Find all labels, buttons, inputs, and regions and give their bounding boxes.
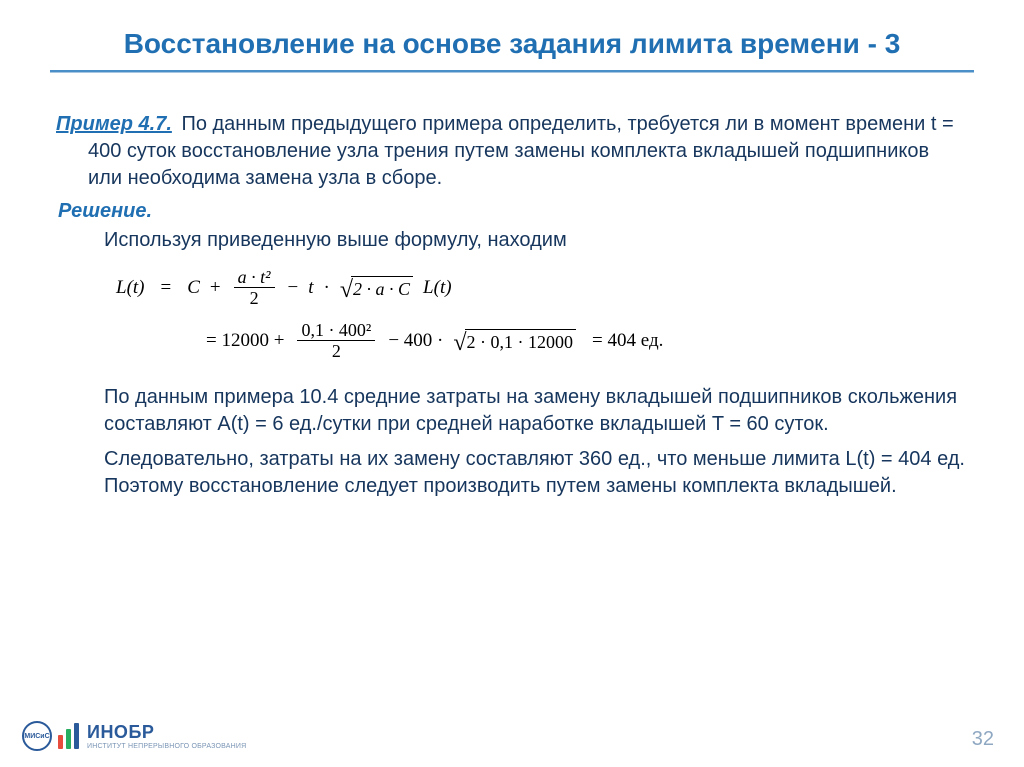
slide-title: Восстановление на основе задания лимита …	[50, 28, 974, 60]
fraction-2: 0,1 · 400² 2	[297, 321, 375, 360]
dot-sign: ·	[324, 278, 330, 297]
eq-sign: =	[161, 278, 172, 297]
sqrt-1: √ 2 · a · C	[340, 276, 413, 300]
fraction-1: a · t² 2	[234, 268, 275, 307]
title-rule	[50, 70, 974, 73]
body-content: Пример 4.7. По данным предыдущего пример…	[50, 111, 974, 500]
sqrt-2: √ 2 · 0,1 · 12000	[453, 329, 576, 353]
solution-label: Решение.	[56, 198, 968, 225]
line2-prefix: = 12000 +	[206, 331, 284, 350]
formula-block: L(t) = C + a · t² 2 − t · √ 2 · a · C L(…	[56, 268, 968, 360]
logo-bars-icon	[58, 723, 79, 749]
logo-subtitle: ИНСТИТУТ НЕПРЕРЫВНОГО ОБРАЗОВАНИЯ	[87, 743, 246, 750]
example-paragraph: Пример 4.7. По данным предыдущего пример…	[56, 111, 968, 192]
footer: МИСиС ИНОБР ИНСТИТУТ НЕПРЕРЫВНОГО ОБРАЗО…	[22, 721, 994, 751]
radicand-2: 2 · 0,1 · 12000	[465, 329, 577, 353]
formula-lhs: L(t)	[116, 278, 145, 297]
logo: МИСиС ИНОБР ИНСТИТУТ НЕПРЕРЫВНОГО ОБРАЗО…	[22, 721, 246, 751]
logo-text: ИНОБР ИНСТИТУТ НЕПРЕРЫВНОГО ОБРАЗОВАНИЯ	[87, 723, 246, 750]
radical-icon: √	[340, 278, 353, 302]
formula-line-2: = 12000 + 0,1 · 400² 2 − 400 · √ 2 · 0,1…	[116, 321, 968, 360]
formula-tail1: L(t)	[423, 278, 452, 297]
frac1-den: 2	[246, 288, 263, 307]
line2-mid: − 400 ·	[388, 331, 443, 350]
logo-mark-text: МИСиС	[24, 733, 49, 740]
example-text: По данным предыдущего примера определить…	[88, 113, 954, 189]
logo-mark-icon: МИСиС	[22, 721, 52, 751]
formula-C: C	[187, 278, 200, 297]
formula-t: t	[308, 278, 313, 297]
line2-eq: = 404 ед.	[592, 331, 663, 350]
minus-sign: −	[288, 278, 299, 297]
frac1-num: a · t²	[234, 268, 275, 288]
frac2-num: 0,1 · 400²	[297, 321, 375, 341]
formula-line-1: L(t) = C + a · t² 2 − t · √ 2 · a · C L(…	[116, 268, 968, 307]
logo-name: ИНОБР	[87, 723, 246, 741]
radical-icon: √	[453, 331, 466, 355]
radicand-1: 2 · a · C	[351, 276, 413, 300]
page-number: 32	[972, 728, 994, 751]
solution-intro: Используя приведенную выше формулу, нахо…	[56, 227, 968, 254]
frac2-den: 2	[328, 341, 345, 360]
slide: Восстановление на основе задания лимита …	[0, 0, 1024, 767]
example-label: Пример 4.7.	[56, 113, 172, 135]
paragraph-2: По данным примера 10.4 средние затраты н…	[56, 384, 968, 438]
plus-sign: +	[210, 278, 221, 297]
paragraph-3: Следовательно, затраты на их замену сост…	[56, 446, 968, 500]
